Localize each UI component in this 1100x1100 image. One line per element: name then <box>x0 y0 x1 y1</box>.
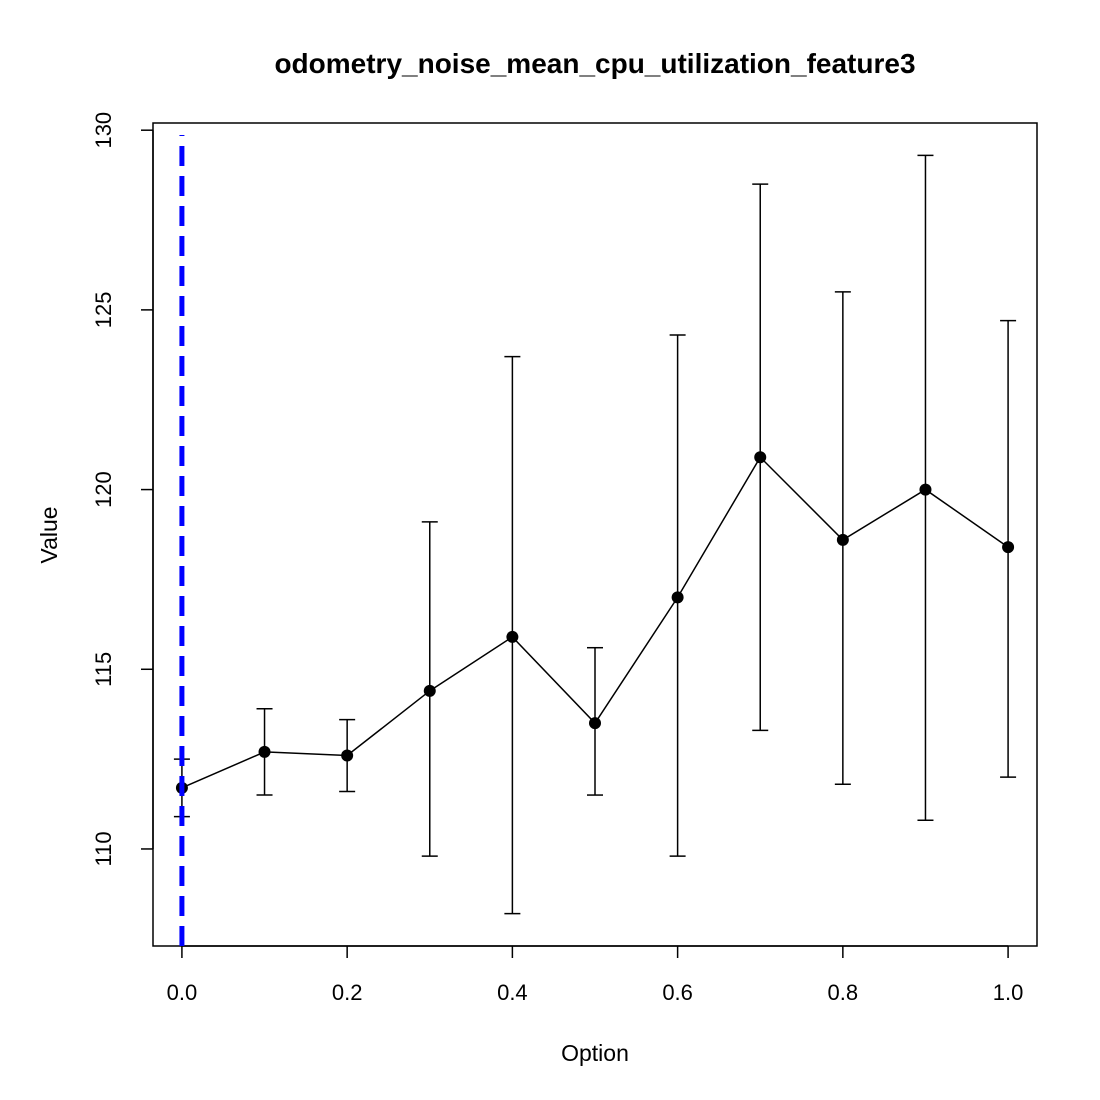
chart-title: odometry_noise_mean_cpu_utilization_feat… <box>274 48 915 79</box>
data-point <box>1002 541 1015 554</box>
y-tick-label: 125 <box>91 292 116 329</box>
data-point <box>341 749 354 762</box>
data-point <box>671 591 684 604</box>
x-tick-label: 0.8 <box>828 980 859 1005</box>
series-group <box>175 451 1015 794</box>
y-tick-label: 120 <box>91 471 116 508</box>
y-axis: 110 115 120 125 130 <box>91 112 154 867</box>
x-axis-label: Option <box>561 1040 629 1066</box>
x-tick-label: 1.0 <box>993 980 1024 1005</box>
data-point <box>754 451 767 464</box>
y-tick-label: 110 <box>91 831 116 866</box>
data-point <box>836 533 849 546</box>
data-point <box>919 483 932 496</box>
data-point <box>423 684 436 697</box>
error-bars <box>173 154 1017 915</box>
plot-frame <box>152 122 1038 947</box>
x-tick-label: 0.6 <box>662 980 693 1005</box>
data-point <box>589 717 601 730</box>
x-axis: 0.0 0.2 0.4 0.6 0.8 1.0 <box>167 945 1024 1005</box>
x-tick-label: 0.4 <box>497 980 528 1005</box>
y-axis-label: Value <box>36 506 62 563</box>
y-tick-label: 130 <box>91 112 116 149</box>
data-point <box>506 630 519 643</box>
x-tick-label: 0.0 <box>167 980 198 1005</box>
y-tick-label: 115 <box>91 652 116 687</box>
data-point <box>258 745 271 758</box>
x-tick-label: 0.2 <box>332 980 363 1005</box>
